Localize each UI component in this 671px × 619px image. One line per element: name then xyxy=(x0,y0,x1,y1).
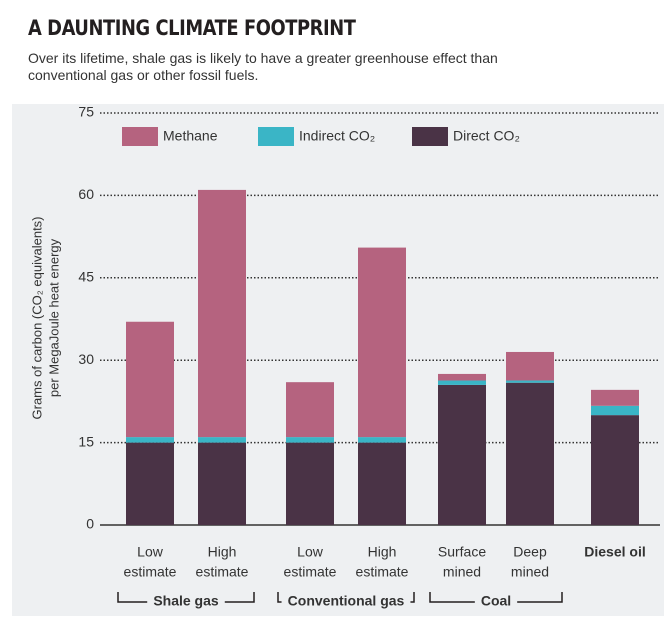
legend-swatch xyxy=(122,127,158,146)
bar-segment xyxy=(198,437,246,443)
bar-segment xyxy=(126,442,174,525)
y-tick-label: 60 xyxy=(78,186,94,202)
y-tick-label: 75 xyxy=(78,104,94,120)
y-axis-label: Grams of carbon (CO₂ equivalents) xyxy=(29,216,44,419)
bar-segment xyxy=(286,382,334,438)
group-label: Shale gas xyxy=(153,593,219,609)
bar-segment xyxy=(591,389,639,406)
x-tick-label: High xyxy=(208,544,237,560)
x-tick-label: Diesel oil xyxy=(584,544,645,560)
bar-segment xyxy=(286,442,334,525)
bar-segment xyxy=(506,382,554,525)
bar-segment xyxy=(358,437,406,443)
group-label: Conventional gas xyxy=(288,593,405,609)
x-tick-label: estimate xyxy=(196,564,249,580)
bar-segment xyxy=(506,351,554,381)
bar-segment xyxy=(438,373,486,381)
bar-segment xyxy=(506,380,554,383)
x-tick-label: Surface xyxy=(438,544,486,560)
chart-title: A DAUNTING CLIMATE FOOTPRINT xyxy=(28,16,356,40)
x-tick-label: estimate xyxy=(284,564,337,580)
x-tick-label: mined xyxy=(443,564,481,580)
legend-label: Methane xyxy=(163,128,218,144)
x-tick-label: mined xyxy=(511,564,549,580)
x-tick-label: High xyxy=(368,544,397,560)
x-tick-label: estimate xyxy=(356,564,409,580)
y-tick-label: 30 xyxy=(78,351,94,367)
bar-segment xyxy=(198,442,246,525)
chart-subtitle: Over its lifetime, shale gas is likely t… xyxy=(28,50,498,83)
y-tick-label: 15 xyxy=(78,433,94,449)
x-tick-label: estimate xyxy=(124,564,177,580)
y-tick-label: 45 xyxy=(78,269,94,285)
y-tick-label: 0 xyxy=(86,516,94,532)
bar-segment xyxy=(198,189,246,438)
x-tick-label: Low xyxy=(137,544,164,560)
bar-segment xyxy=(286,437,334,443)
bar-segment xyxy=(438,384,486,525)
legend-swatch xyxy=(258,127,294,146)
x-tick-label: Low xyxy=(297,544,324,560)
bar-segment xyxy=(358,442,406,525)
y-axis-label: per MegaJoule heat energy xyxy=(46,238,61,397)
bar-segment xyxy=(358,247,406,438)
bar-segment xyxy=(591,405,639,416)
bar-segment xyxy=(438,380,486,385)
bar-segment xyxy=(126,437,174,443)
x-tick-label: Deep xyxy=(513,544,547,560)
group-bracket xyxy=(429,592,563,603)
group-bracket xyxy=(117,592,255,603)
legend-label: Indirect CO₂ xyxy=(299,128,375,144)
bar-segment xyxy=(591,415,639,525)
legend-label: Direct CO₂ xyxy=(453,128,520,144)
group-label: Coal xyxy=(481,593,511,609)
legend-swatch xyxy=(412,127,448,146)
bar-segment xyxy=(126,321,174,438)
group-bracket xyxy=(277,592,415,603)
